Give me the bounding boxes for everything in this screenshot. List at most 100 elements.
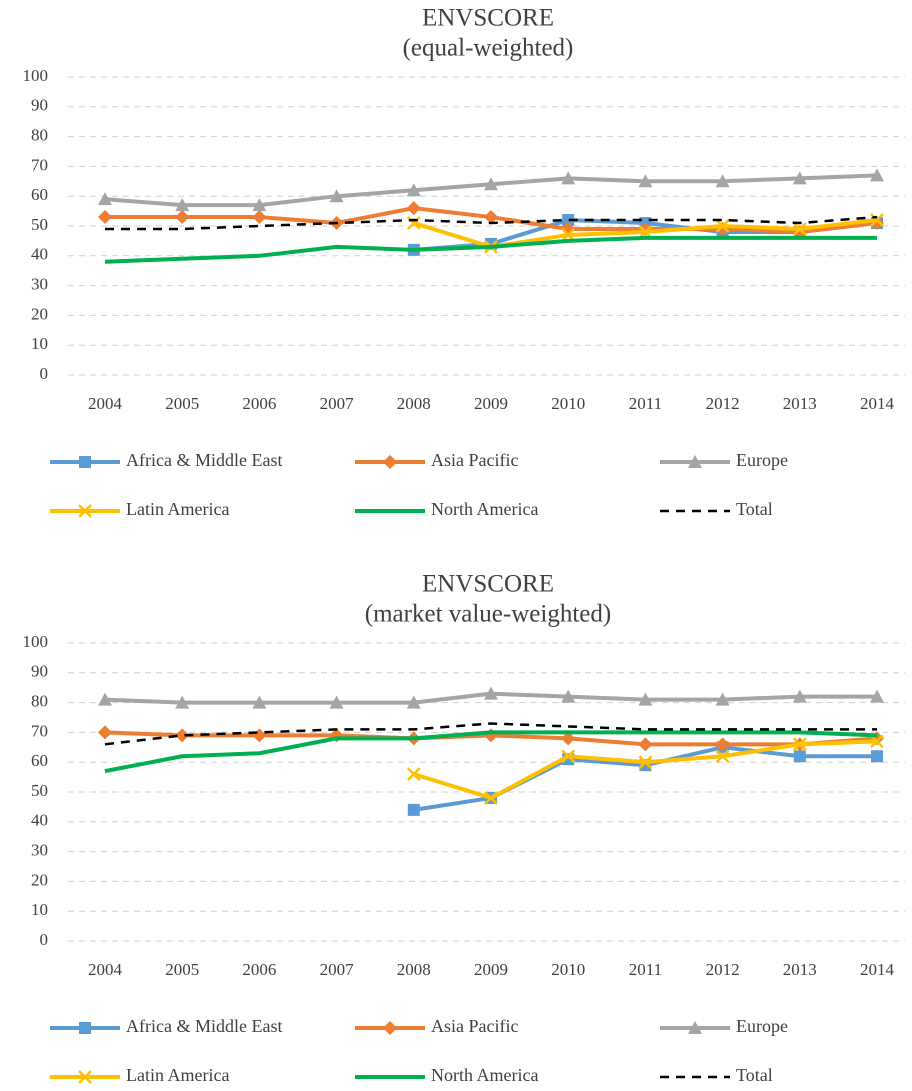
marker [561,731,576,746]
legend-label: Total [736,499,773,519]
marker [792,689,807,703]
x-tick-label: 2008 [397,394,431,413]
y-tick-label: 40 [31,245,48,264]
marker [78,504,92,518]
legend-label: Latin America [126,499,229,519]
legend-item: Latin America [50,1065,229,1085]
y-tick-label: 60 [31,751,48,770]
marker [252,210,267,225]
chart-title: ENVSCORE [422,5,554,32]
marker [252,695,267,709]
x-tick-label: 2010 [551,960,585,979]
marker [98,725,112,740]
marker [715,737,730,752]
y-tick-label: 70 [31,721,48,740]
y-tick-label: 90 [31,662,48,681]
legend-label: North America [431,499,538,519]
marker [638,174,653,188]
legend-item: Total [660,1065,773,1085]
y-tick-label: 100 [23,632,49,651]
x-tick-label: 2011 [629,960,662,979]
marker [484,177,498,191]
y-tick-label: 60 [31,185,48,204]
x-tick-label: 2013 [783,960,817,979]
marker [98,210,112,225]
legend-item: Europe [660,1016,788,1036]
marker [688,455,702,468]
chart-subtitle: (equal-weighted) [403,35,574,62]
y-tick-label: 100 [23,66,49,85]
marker [252,198,267,212]
y-tick-label: 50 [31,781,48,800]
series-line [105,215,878,231]
y-tick-label: 80 [31,126,48,145]
marker [688,1021,702,1034]
marker [406,695,421,709]
legend-label: Asia Pacific [431,1016,518,1036]
marker [329,189,344,203]
x-tick-label: 2009 [474,960,508,979]
x-tick-label: 2004 [88,960,123,979]
series-line [104,730,878,774]
y-tick-label: 20 [31,304,48,323]
y-tick-label: 70 [31,155,48,174]
x-tick-label: 2005 [165,960,199,979]
marker [98,692,112,706]
chart-subtitle: (market value-weighted) [365,601,611,628]
marker [715,749,730,764]
marker [792,222,807,236]
y-tick-label: 80 [31,692,48,711]
y-tick-label: 30 [31,275,48,294]
x-tick-label: 2006 [242,960,276,979]
legend-label: Africa & Middle East [126,450,282,470]
legend-item: North America [355,499,538,519]
marker [638,755,653,770]
y-tick-label: 40 [31,811,48,830]
marker [79,456,91,468]
y-tick-label: 0 [40,364,49,383]
legend-item: Africa & Middle East [50,1016,282,1036]
marker [484,686,498,700]
marker [252,728,267,743]
marker [715,174,730,188]
marker [870,734,884,749]
legend-item: Asia Pacific [355,450,518,470]
legend-item: Total [660,499,773,519]
marker [175,695,190,709]
marker [792,171,807,185]
x-tick-label: 2008 [397,960,431,979]
marker [715,692,730,706]
marker [793,750,806,763]
marker [562,214,575,227]
y-tick-label: 20 [31,870,48,889]
y-tick-label: 0 [40,930,49,949]
marker [79,1022,91,1034]
x-tick-label: 2007 [320,960,355,979]
marker [383,455,397,469]
marker [561,749,576,764]
marker [870,213,884,227]
legend-label: Europe [736,450,788,470]
x-tick-label: 2013 [783,394,817,413]
marker [561,171,576,185]
y-tick-label: 90 [31,96,48,115]
series-line [104,235,877,264]
y-tick-label: 50 [31,215,48,234]
x-tick-label: 2014 [860,960,895,979]
marker [406,183,421,197]
marker [329,695,344,709]
x-tick-label: 2011 [629,394,662,413]
marker [638,692,653,706]
legend-item: Africa & Middle East [50,450,282,470]
marker [561,689,576,703]
marker [78,1070,92,1084]
marker [638,737,653,752]
marker [175,210,190,225]
legend-label: Latin America [126,1065,229,1085]
x-tick-label: 2014 [860,394,895,413]
x-tick-label: 2007 [320,394,355,413]
marker [175,198,190,212]
series-line [104,722,877,746]
marker [175,728,190,743]
x-tick-label: 2012 [706,960,740,979]
